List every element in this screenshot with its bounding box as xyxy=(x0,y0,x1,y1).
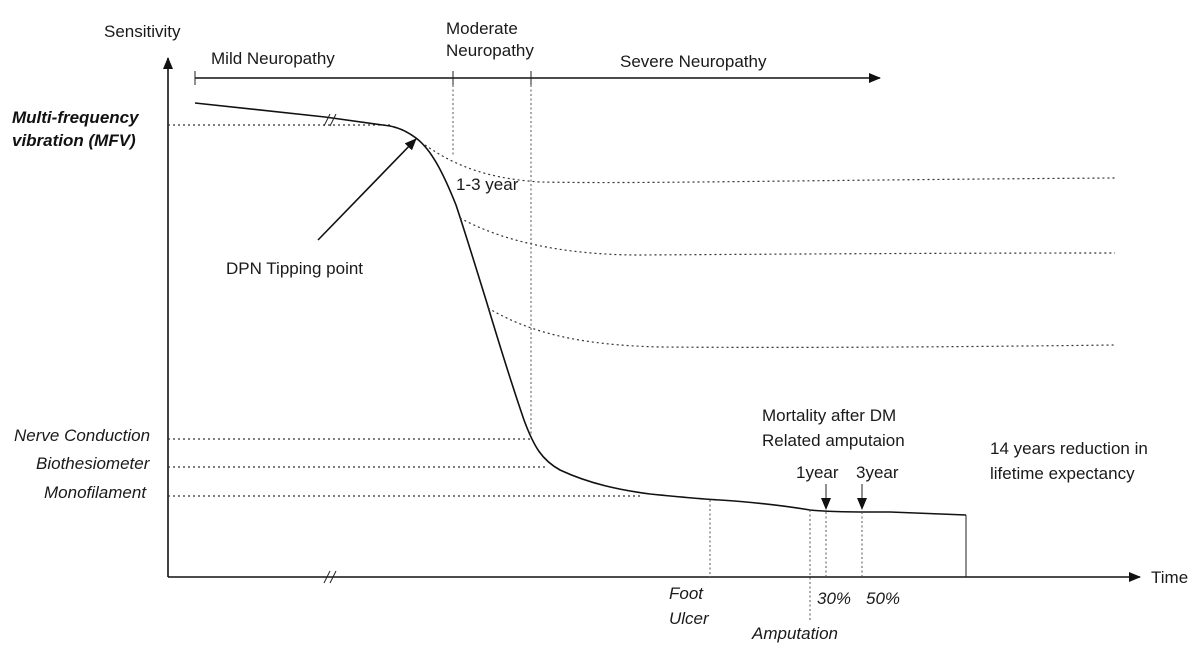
stage-moderate-label-2: Neuropathy xyxy=(446,41,534,60)
mortality-label-2: Related amputaion xyxy=(762,431,905,450)
foot-ulcer-label-1: Foot xyxy=(669,584,704,603)
x-axis-label: Time xyxy=(1151,568,1188,587)
x-axis-break-mark xyxy=(323,570,337,584)
trajectory-2 xyxy=(459,217,1116,256)
pct-30-label: 30% xyxy=(817,589,851,608)
trajectory-3 xyxy=(487,307,1116,348)
tipping-point-arrow xyxy=(317,138,417,241)
mfv-label-2: vibration (MFV) xyxy=(12,131,136,150)
year3-label: 3year xyxy=(856,463,899,482)
curve-break-mark xyxy=(323,113,337,127)
mortality-label-1: Mortality after DM xyxy=(762,406,896,425)
foot-ulcer-label-2: Ulcer xyxy=(669,609,710,628)
trajectory-1 xyxy=(424,144,1116,184)
stage-mild-label: Mild Neuropathy xyxy=(211,49,335,68)
mfv-label-1: Multi-frequency xyxy=(12,108,140,127)
stage-moderate-label-1: Moderate xyxy=(446,19,518,38)
biothesiometer-label: Biothesiometer xyxy=(36,454,151,473)
pct-50-label: 50% xyxy=(866,589,900,608)
lifetime-label-2: lifetime expectancy xyxy=(990,464,1135,483)
nerve-conduction-label: Nerve Conduction xyxy=(14,426,150,445)
amputation-label: Amputation xyxy=(751,624,838,643)
interval-label: 1-3 year xyxy=(456,175,519,194)
tipping-point-label: DPN Tipping point xyxy=(226,259,363,278)
stage-severe-label: Severe Neuropathy xyxy=(620,52,767,71)
sensitivity-curve xyxy=(194,102,967,516)
y-axis-label: Sensitivity xyxy=(104,22,181,41)
year1-label: 1year xyxy=(796,463,839,482)
lifetime-label-1: 14 years reduction in xyxy=(990,439,1148,458)
monofilament-label: Monofilament xyxy=(44,483,147,502)
